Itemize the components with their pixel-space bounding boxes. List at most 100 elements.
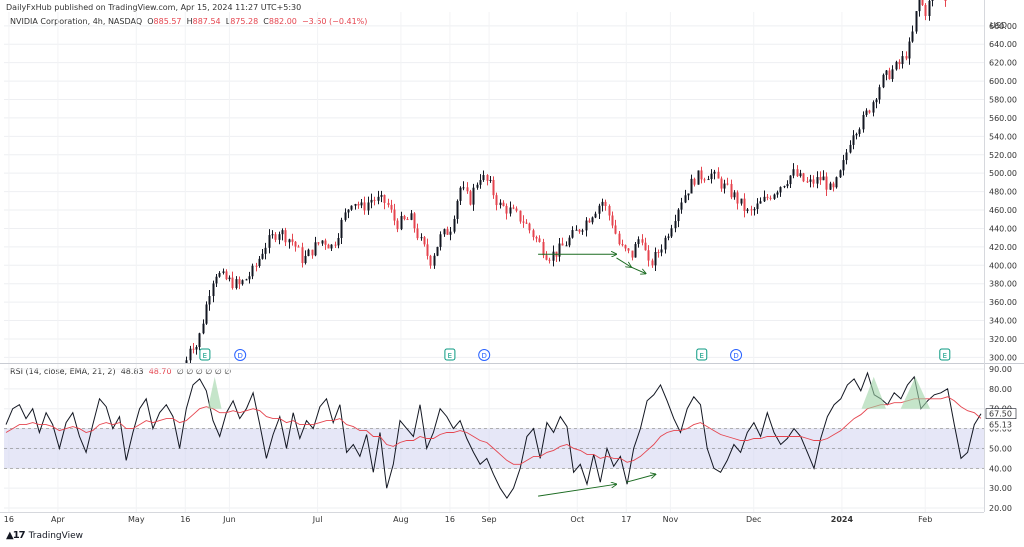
candle-body: [608, 206, 611, 216]
candle-body: [228, 277, 231, 280]
candle-body: [492, 179, 495, 196]
candle-body: [502, 202, 505, 206]
candle-body: [651, 260, 654, 266]
candle-body: [330, 244, 333, 249]
time-tick-label: 17: [621, 515, 631, 524]
price-tick-label: 520.00: [989, 151, 1017, 160]
candle-body: [439, 234, 442, 247]
candle-body: [403, 216, 406, 220]
candle-body: [829, 183, 832, 190]
candle-body: [763, 196, 766, 202]
candle-body: [311, 249, 314, 256]
candle-body: [321, 240, 324, 244]
candle-body: [462, 187, 465, 189]
candle-body: [637, 239, 640, 245]
candle-body: [660, 249, 663, 253]
candle-body: [865, 110, 868, 115]
candle-body: [449, 231, 452, 235]
candle-body: [486, 175, 489, 181]
rsi-ma-last-value: 65.13: [989, 420, 1012, 429]
candle-body: [297, 246, 300, 248]
high-label: H: [186, 17, 193, 26]
candle-body: [334, 244, 337, 246]
price-tick-label: 480.00: [989, 188, 1017, 197]
candle-body: [680, 202, 683, 210]
candle-body: [835, 177, 838, 188]
candle-body: [594, 213, 597, 218]
candle-body: [707, 179, 710, 181]
candle-body: [558, 243, 561, 257]
price-tick-label: 460.00: [989, 206, 1017, 215]
candle-body: [278, 234, 281, 240]
candle-body: [915, 11, 918, 32]
publisher-header: DailyFxHub published on TradingView.com,…: [6, 3, 302, 12]
candle-body: [238, 279, 241, 285]
candle-body: [816, 177, 819, 184]
close-label: C: [263, 17, 269, 26]
candle-body: [288, 239, 291, 243]
candles: [185, 0, 947, 364]
candle-body: [459, 187, 462, 201]
candle-body: [726, 183, 729, 185]
dividend-marker: [478, 349, 491, 361]
candle-body: [512, 207, 515, 209]
candle-body: [812, 179, 815, 184]
candle-body: [928, 0, 931, 16]
candle-body: [822, 176, 825, 181]
candle-body: [360, 202, 363, 206]
candle-body: [499, 202, 502, 206]
rsi-overbought-fill: [207, 376, 222, 409]
candle-body: [380, 195, 383, 197]
candle-body: [578, 229, 581, 232]
candle-body: [545, 255, 548, 260]
candle-body: [241, 280, 244, 285]
candle-body: [469, 191, 472, 205]
candle-body: [370, 199, 373, 203]
candle-body: [670, 228, 673, 237]
candle-body: [235, 279, 238, 289]
close-value: 882.00: [268, 17, 297, 26]
candle-body: [522, 221, 525, 223]
rsi-ma-value: 48.70: [148, 367, 172, 376]
candle-body: [858, 129, 861, 134]
time-tick-label: Oct: [570, 515, 584, 524]
candle-body: [905, 56, 908, 59]
candle-body: [720, 178, 723, 189]
candle-body: [443, 229, 446, 235]
dividend-marker: [730, 349, 743, 361]
candle-body: [891, 69, 894, 80]
candle-body: [561, 243, 564, 246]
high-value: 887.54: [192, 17, 221, 26]
candle-body: [868, 110, 871, 113]
candle-body: [733, 192, 736, 198]
candle-body: [750, 209, 753, 211]
candle-body: [344, 212, 347, 220]
candle-body: [684, 195, 687, 203]
rsi-tick-label: 50.00: [989, 444, 1012, 453]
time-tick-label: 16: [445, 515, 455, 524]
price-tick-label: 400.00: [989, 261, 1017, 270]
candle-body: [634, 244, 637, 258]
candle-body: [621, 244, 624, 246]
candle-body: [251, 265, 254, 277]
rsi-tick-label: 20.00: [989, 504, 1012, 513]
rsi-lines: [5, 371, 982, 499]
candle-body: [641, 239, 644, 243]
rsi-last-tag: [985, 408, 1017, 419]
price-tick-label: 440.00: [989, 224, 1017, 233]
candle-body: [466, 187, 469, 192]
candle-body: [882, 74, 885, 88]
earnings-marker: [199, 348, 211, 361]
candle-body: [324, 240, 327, 245]
candle-body: [918, 0, 921, 12]
candle-body: [225, 271, 228, 280]
low-value: 875.28: [230, 17, 259, 26]
candle-body: [845, 152, 848, 161]
candle-body: [446, 229, 449, 235]
candle-body: [908, 41, 911, 59]
candle-body: [825, 176, 828, 190]
candle-body: [357, 204, 360, 206]
time-tick-label: Feb: [918, 515, 932, 524]
dividend-marker-label: D: [482, 352, 487, 360]
